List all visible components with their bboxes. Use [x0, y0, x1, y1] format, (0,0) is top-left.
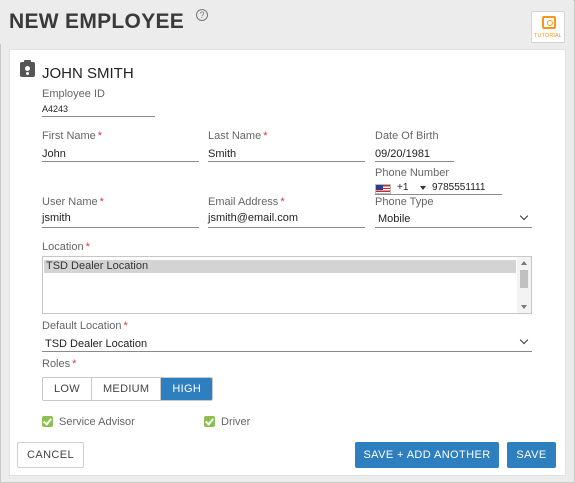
roles-toggle-group: LOW MEDIUM HIGH	[42, 377, 214, 401]
date-of-birth-label: Date Of Birth	[375, 130, 439, 142]
tutorial-label: TUTORIAL	[534, 33, 562, 39]
role-high-button[interactable]: HIGH	[161, 378, 213, 400]
employee-name: JOHN SMITH	[42, 65, 134, 82]
email-label: Email Address *	[208, 196, 285, 208]
scroll-thumb[interactable]	[520, 270, 528, 288]
country-code[interactable]: +1	[397, 182, 409, 193]
driver-checkbox[interactable]	[204, 416, 215, 427]
email-field[interactable]: jsmith@email.com	[208, 212, 299, 224]
save-button[interactable]: SAVE	[507, 442, 556, 468]
user-name-label: User Name *	[42, 196, 104, 208]
employee-id-label: Employee ID	[42, 88, 105, 100]
tutorial-button[interactable]: TUTORIAL	[531, 11, 565, 43]
location-scrollbar[interactable]	[517, 257, 531, 313]
location-listbox[interactable]: TSD Dealer Location	[42, 256, 532, 314]
phone-type-label: Phone Type	[375, 196, 434, 208]
phone-number-field[interactable]: 9785551111	[432, 182, 486, 193]
phone-number-underline	[375, 194, 502, 195]
default-location-select[interactable]: TSD Dealer Location	[45, 338, 148, 350]
service-advisor-checkbox[interactable]	[42, 416, 53, 427]
default-location-underline	[42, 351, 532, 352]
help-icon[interactable]: ?	[196, 9, 208, 21]
last-name-label: Last Name *	[208, 130, 268, 142]
driver-label: Driver	[221, 416, 251, 428]
tutorial-icon	[542, 16, 556, 29]
phone-number-label: Phone Number	[375, 167, 449, 179]
service-advisor-label: Service Advisor	[59, 416, 135, 428]
employee-id-field[interactable]: A4243	[42, 104, 69, 114]
date-of-birth-field[interactable]: 09/20/1981	[375, 148, 431, 160]
role-medium-button[interactable]: MEDIUM	[91, 378, 162, 400]
user-name-underline	[42, 227, 199, 228]
location-label: Location *	[42, 241, 90, 253]
phone-type-underline	[375, 227, 532, 228]
us-flag-icon[interactable]	[375, 184, 391, 194]
email-underline	[208, 227, 365, 228]
first-name-field[interactable]: John	[42, 148, 66, 160]
phone-type-select[interactable]: Mobile	[378, 213, 411, 225]
cancel-button[interactable]: CANCEL	[17, 442, 84, 468]
page-header: NEW EMPLOYEE ? TUTORIAL	[0, 0, 573, 44]
scroll-down-icon[interactable]	[521, 305, 527, 309]
employee-id-underline	[42, 116, 155, 117]
roles-label: Roles *	[42, 358, 77, 370]
last-name-underline	[208, 161, 365, 162]
employee-badge-icon	[20, 60, 35, 77]
first-name-label: First Name *	[42, 130, 103, 142]
save-add-another-button[interactable]: SAVE + ADD ANOTHER	[355, 442, 499, 468]
default-location-label: Default Location *	[42, 320, 128, 332]
scroll-up-icon[interactable]	[521, 261, 527, 265]
last-name-field[interactable]: Smith	[208, 148, 237, 160]
user-name-field[interactable]: jsmith	[42, 212, 71, 224]
location-option[interactable]: TSD Dealer Location	[44, 260, 516, 273]
first-name-underline	[42, 161, 199, 162]
page-title: NEW EMPLOYEE	[9, 10, 185, 33]
role-low-button[interactable]: LOW	[43, 378, 92, 400]
date-of-birth-underline	[375, 161, 454, 162]
country-dropdown-icon[interactable]	[420, 186, 426, 190]
